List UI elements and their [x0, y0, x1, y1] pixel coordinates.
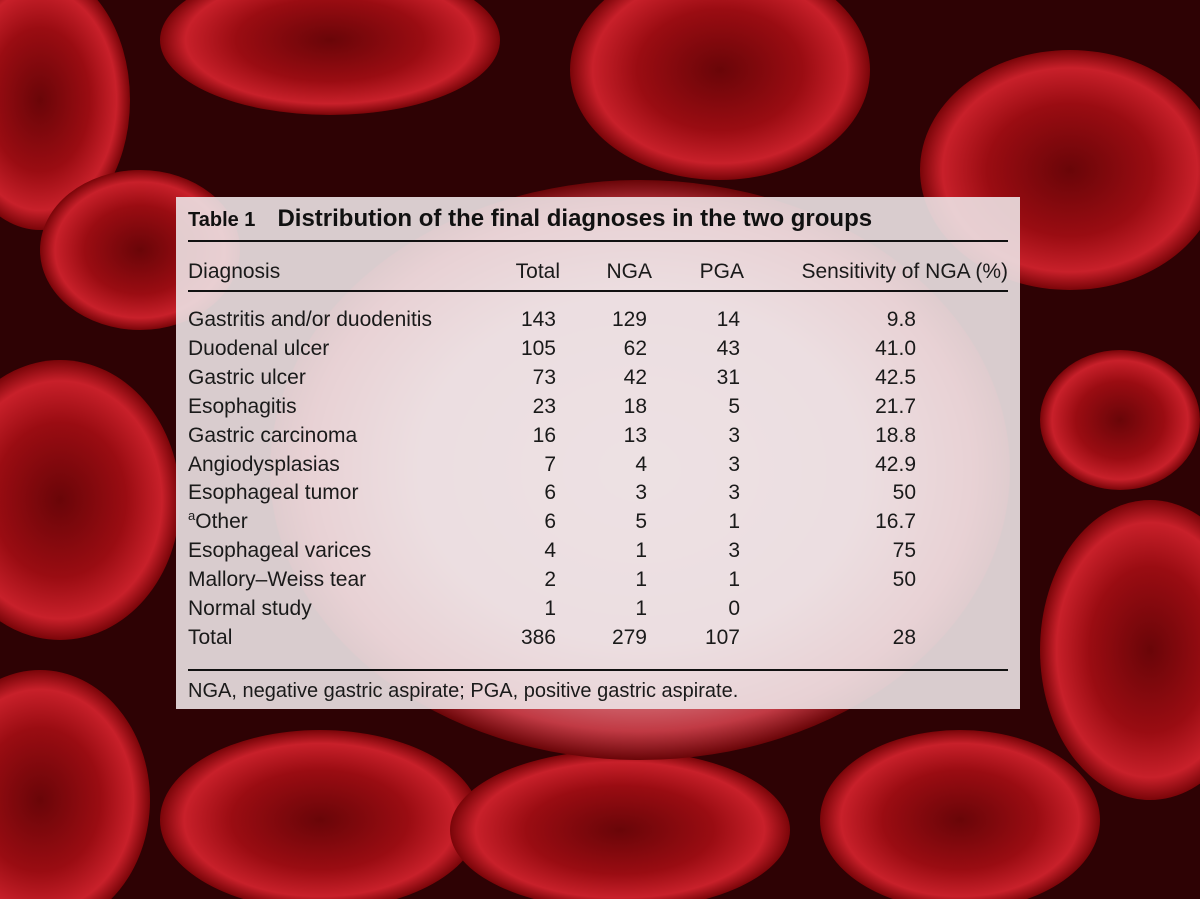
cell-nga: 1	[635, 568, 647, 592]
table-row: Normal study 1 1 0	[188, 594, 1008, 623]
cell-nga: 13	[623, 423, 647, 447]
diagnosis-text: Other	[195, 510, 248, 534]
table-card: Table 1 Distribution of the final diagnos…	[176, 197, 1020, 709]
cell-diagnosis: Gastritis and/or duodenitis	[188, 308, 432, 331]
cell-total: 73	[532, 365, 556, 389]
cell-pga: 0	[728, 597, 740, 620]
header-rule	[188, 290, 1008, 292]
cell-pga: 5	[728, 394, 740, 418]
cell-pga: 3	[728, 539, 740, 563]
cell-nga: 1	[635, 539, 647, 563]
cell-total: 4	[544, 539, 556, 563]
cell-pga: 1	[728, 568, 740, 592]
table-title: Distribution of the final diagnoses in t…	[277, 205, 873, 232]
cell-total: 23	[532, 394, 556, 418]
cell-sensitivity: 42.9	[875, 452, 916, 476]
cell-pga: 43	[716, 336, 740, 360]
table-row: Gastritis and/or duodenitis 143 129 14 9.8	[188, 305, 1008, 334]
table-row: aOther 6 5 1 16.7	[188, 507, 1008, 536]
header-sensitivity: Sensitivity of NGA (%)	[801, 260, 1008, 283]
cell-sensitivity: 28	[892, 625, 916, 649]
cell-pga: 3	[728, 423, 740, 447]
cell-diagnosis: Gastric ulcer	[188, 365, 306, 389]
cell-nga: 18	[623, 394, 647, 418]
table-row: Total 386 279 107 28	[188, 623, 1008, 652]
cell-diagnosis: Esophageal varices	[188, 539, 372, 563]
top-rule	[188, 240, 1008, 242]
table-row: Gastric ulcer 73 42 31 42.5	[188, 363, 1008, 392]
header-row: Diagnosis Total NGA PGA Sensitivity of N…	[188, 257, 1008, 286]
cell-total: 143	[520, 308, 556, 331]
cell-total: 1	[544, 597, 556, 620]
table-footnote: NGA, negative gastric aspirate; PGA, pos…	[188, 680, 739, 702]
bottom-rule	[188, 669, 1008, 671]
cell-total: 105	[520, 336, 556, 360]
cell-total: 386	[520, 625, 556, 649]
table-row: Gastric carcinoma 16 13 3 18.8	[188, 421, 1008, 450]
cell-nga: 279	[611, 625, 647, 649]
header-pga: PGA	[699, 260, 744, 283]
header-nga: NGA	[606, 260, 652, 283]
cell-diagnosis: aOther	[188, 507, 248, 536]
cell-diagnosis: Duodenal ulcer	[188, 336, 330, 360]
cell-pga: 3	[728, 452, 740, 476]
cell-pga: 31	[716, 365, 740, 389]
table-row: Mallory–Weiss tear 2 1 1 50	[188, 565, 1008, 594]
cell-sensitivity: 50	[892, 568, 916, 592]
cell-sensitivity: 50	[892, 481, 916, 505]
footnote-mark: a	[188, 508, 196, 524]
table-row: Esophageal varices 4 1 3 75	[188, 536, 1008, 565]
table-row: Esophagitis 23 18 5 21.7	[188, 392, 1008, 421]
cell-nga: 3	[635, 481, 647, 505]
cell-pga: 107	[704, 625, 740, 649]
table-caption: Table 1 Distribution of the final diagnos…	[188, 201, 872, 237]
cell-sensitivity: 18.8	[875, 423, 916, 447]
cell-nga: 4	[635, 452, 647, 476]
cell-pga: 3	[728, 481, 740, 505]
cell-nga: 42	[623, 365, 647, 389]
header-diagnosis: Diagnosis	[188, 260, 281, 283]
cell-sensitivity: 21.7	[875, 394, 916, 418]
cell-sensitivity: 42.5	[875, 365, 916, 389]
table-label: Table 1	[188, 209, 256, 231]
table-row: Duodenal ulcer 105 62 43 41.0	[188, 334, 1008, 363]
cell-total: 16	[532, 423, 556, 447]
cell-nga: 1	[635, 597, 647, 620]
cell-nga: 129	[611, 308, 647, 331]
cell-diagnosis: Gastric carcinoma	[188, 423, 358, 447]
cell-diagnosis: Normal study	[188, 597, 312, 620]
cell-diagnosis: Mallory–Weiss tear	[188, 568, 367, 592]
cell-nga: 62	[623, 336, 647, 360]
header-total: Total	[515, 260, 560, 283]
cell-total: 6	[544, 510, 556, 534]
cell-nga: 5	[635, 510, 647, 534]
cell-pga: 1	[728, 510, 740, 534]
cell-total: 2	[544, 568, 556, 592]
cell-total: 6	[544, 481, 556, 505]
cell-pga: 14	[716, 308, 740, 331]
cell-sensitivity: 41.0	[875, 336, 916, 360]
cell-sensitivity: 75	[892, 539, 916, 563]
cell-diagnosis: Total	[188, 625, 233, 649]
cell-total: 7	[544, 452, 556, 476]
cell-diagnosis: Esophagitis	[188, 394, 297, 418]
cell-diagnosis: Angiodysplasias	[188, 452, 340, 476]
table-row: Esophageal tumor 6 3 3 50	[188, 478, 1008, 507]
cell-sensitivity: 16.7	[875, 510, 916, 534]
table-row: Angiodysplasias 7 4 3 42.9	[188, 450, 1008, 479]
cell-diagnosis: Esophageal tumor	[188, 481, 359, 505]
cell-sensitivity: 9.8	[886, 308, 916, 331]
